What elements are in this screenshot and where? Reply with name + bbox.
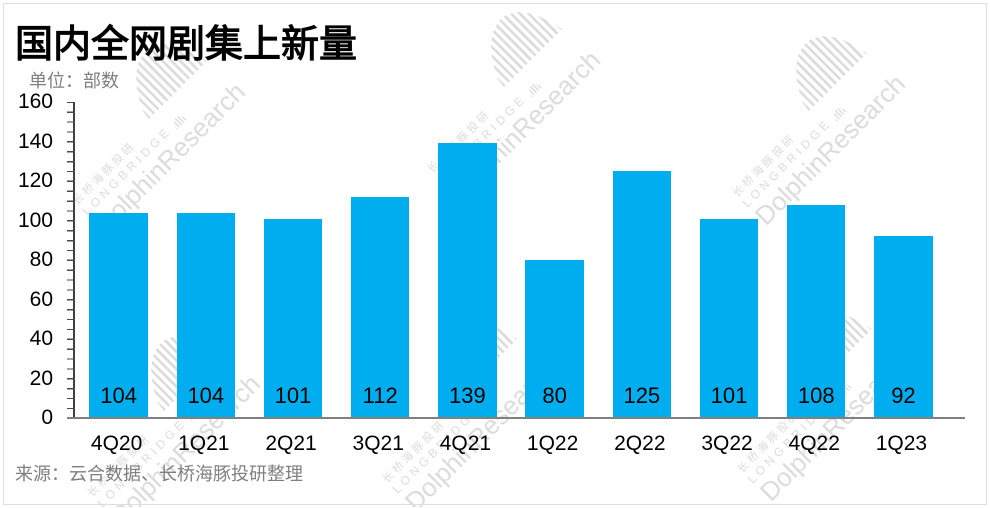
bar: 104 xyxy=(176,212,236,418)
bar-slot: 139 xyxy=(424,102,511,418)
bar-slot: 108 xyxy=(773,102,860,418)
bar-slot: 104 xyxy=(162,102,249,418)
y-axis-label: 160 xyxy=(17,90,53,113)
bar-value-label: 92 xyxy=(891,383,916,408)
y-axis-label: 20 xyxy=(29,366,53,390)
bar-slot: 92 xyxy=(860,102,947,418)
y-axis-label: 0 xyxy=(41,406,53,429)
bar: 125 xyxy=(612,171,672,418)
bar-value-label: 108 xyxy=(797,383,835,408)
bar-slot: 80 xyxy=(511,102,598,418)
x-axis-labels: 4Q20 1Q21 2Q21 3Q21 4Q21 1Q22 2Q22 3Q22 4Q22 1Q23 xyxy=(73,432,945,456)
x-axis-label: 4Q21 xyxy=(439,432,492,455)
bar-value-label: 112 xyxy=(362,383,398,408)
bar-series: 104 104 101 112 139 80 125 101 108 92 xyxy=(75,102,947,418)
x-axis-label: 1Q23 xyxy=(875,432,928,455)
bar-value-label: 139 xyxy=(449,383,486,408)
bar-slot: 112 xyxy=(337,102,424,418)
y-axis-labels: 0 20 40 60 80 100 120 140 160 xyxy=(1,90,53,429)
y-axis-label: 80 xyxy=(29,248,53,271)
y-axis-label: 60 xyxy=(29,287,53,311)
bar: 139 xyxy=(438,143,497,418)
unit-label: 单位：部数 xyxy=(29,71,119,91)
bar-slot: 101 xyxy=(249,102,336,418)
x-axis-line xyxy=(67,417,965,419)
bar: 92 xyxy=(874,236,933,418)
x-axis-label: 2Q22 xyxy=(614,432,666,455)
x-axis-label: 1Q21 xyxy=(178,432,230,455)
bar: 80 xyxy=(525,260,584,418)
bar: 101 xyxy=(699,218,759,418)
x-axis-label: 2Q21 xyxy=(265,432,317,455)
x-axis-label: 1Q22 xyxy=(526,432,579,455)
source-note: 来源：云合数据、长桥海豚投研整理 xyxy=(15,464,303,484)
x-axis-label: 3Q22 xyxy=(701,432,753,455)
bar-value-label: 104 xyxy=(100,383,137,408)
y-axis-label: 140 xyxy=(17,129,53,153)
bar-slot: 125 xyxy=(598,102,685,418)
y-axis-label: 100 xyxy=(17,208,53,232)
bar: 101 xyxy=(263,218,323,418)
bar-value-label: 125 xyxy=(623,383,661,408)
bar-slot: 101 xyxy=(685,102,772,418)
y-axis-label: 40 xyxy=(29,327,53,350)
bar-value-label: 101 xyxy=(710,383,748,408)
page-title: 国内全网剧集上新量 xyxy=(15,24,358,66)
bar-value-label: 80 xyxy=(542,383,567,408)
bar: 108 xyxy=(787,204,846,418)
y-axis-ticks xyxy=(67,102,75,419)
x-axis-label: 4Q22 xyxy=(788,432,840,455)
bar: 112 xyxy=(351,196,410,418)
bar-value-label: 101 xyxy=(274,383,312,408)
bar: 104 xyxy=(89,212,148,418)
x-axis-label: 4Q20 xyxy=(90,432,143,455)
y-axis-label: 120 xyxy=(17,169,53,192)
bar-value-label: 104 xyxy=(187,383,225,408)
x-axis-label: 3Q21 xyxy=(352,432,404,455)
bar-slot: 104 xyxy=(75,102,162,418)
plot-area: 104 104 101 112 139 80 125 101 108 92 xyxy=(67,102,965,419)
